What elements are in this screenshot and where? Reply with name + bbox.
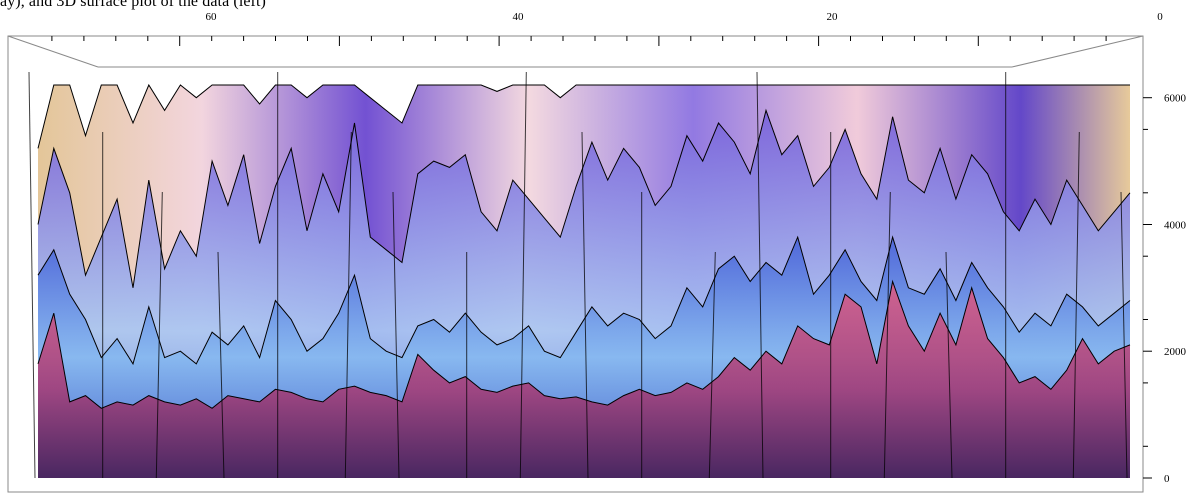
z-tick-label: 6000 — [1164, 93, 1187, 105]
mesh-vertical-line — [883, 191, 891, 479]
x-tick-label: 20 — [827, 11, 839, 23]
z-tick-label: 2000 — [1164, 346, 1187, 358]
mesh-vertical-line — [519, 71, 527, 479]
mesh-vertical-line — [708, 251, 716, 479]
mesh-vertical-line — [344, 131, 352, 479]
mesh-vertical-line — [28, 71, 36, 479]
mesh-vertical-line — [581, 131, 589, 479]
surface-layer-0 — [38, 281, 1130, 478]
plot-box — [7, 35, 1144, 493]
outer-box — [7, 35, 1144, 493]
mesh-vertical-line — [392, 191, 400, 479]
box-edge-left — [7, 35, 99, 68]
x-tick-label: 40 — [513, 11, 525, 23]
mesh-vertical-line — [1072, 131, 1080, 479]
mesh-vertical-line — [945, 251, 953, 479]
mesh-vertical-line — [1120, 191, 1128, 479]
mesh-vertical-line — [155, 191, 163, 479]
mesh-line-2 — [37, 108, 1131, 288]
surface-layers — [28, 71, 1131, 479]
mesh-vertical-line — [756, 71, 764, 479]
mesh-vertical-line — [217, 251, 225, 479]
caption-text: ay), and 3D surface plot of the data (le… — [0, 0, 266, 10]
mesh-line-3 — [37, 83, 1130, 149]
z-tick-label: 0 — [1164, 473, 1170, 485]
x-tick-label: 60 — [206, 11, 218, 23]
box-edge-right — [1011, 35, 1144, 68]
x-tick-label: 0 — [1157, 11, 1163, 23]
z-tick-label: 4000 — [1164, 220, 1187, 232]
